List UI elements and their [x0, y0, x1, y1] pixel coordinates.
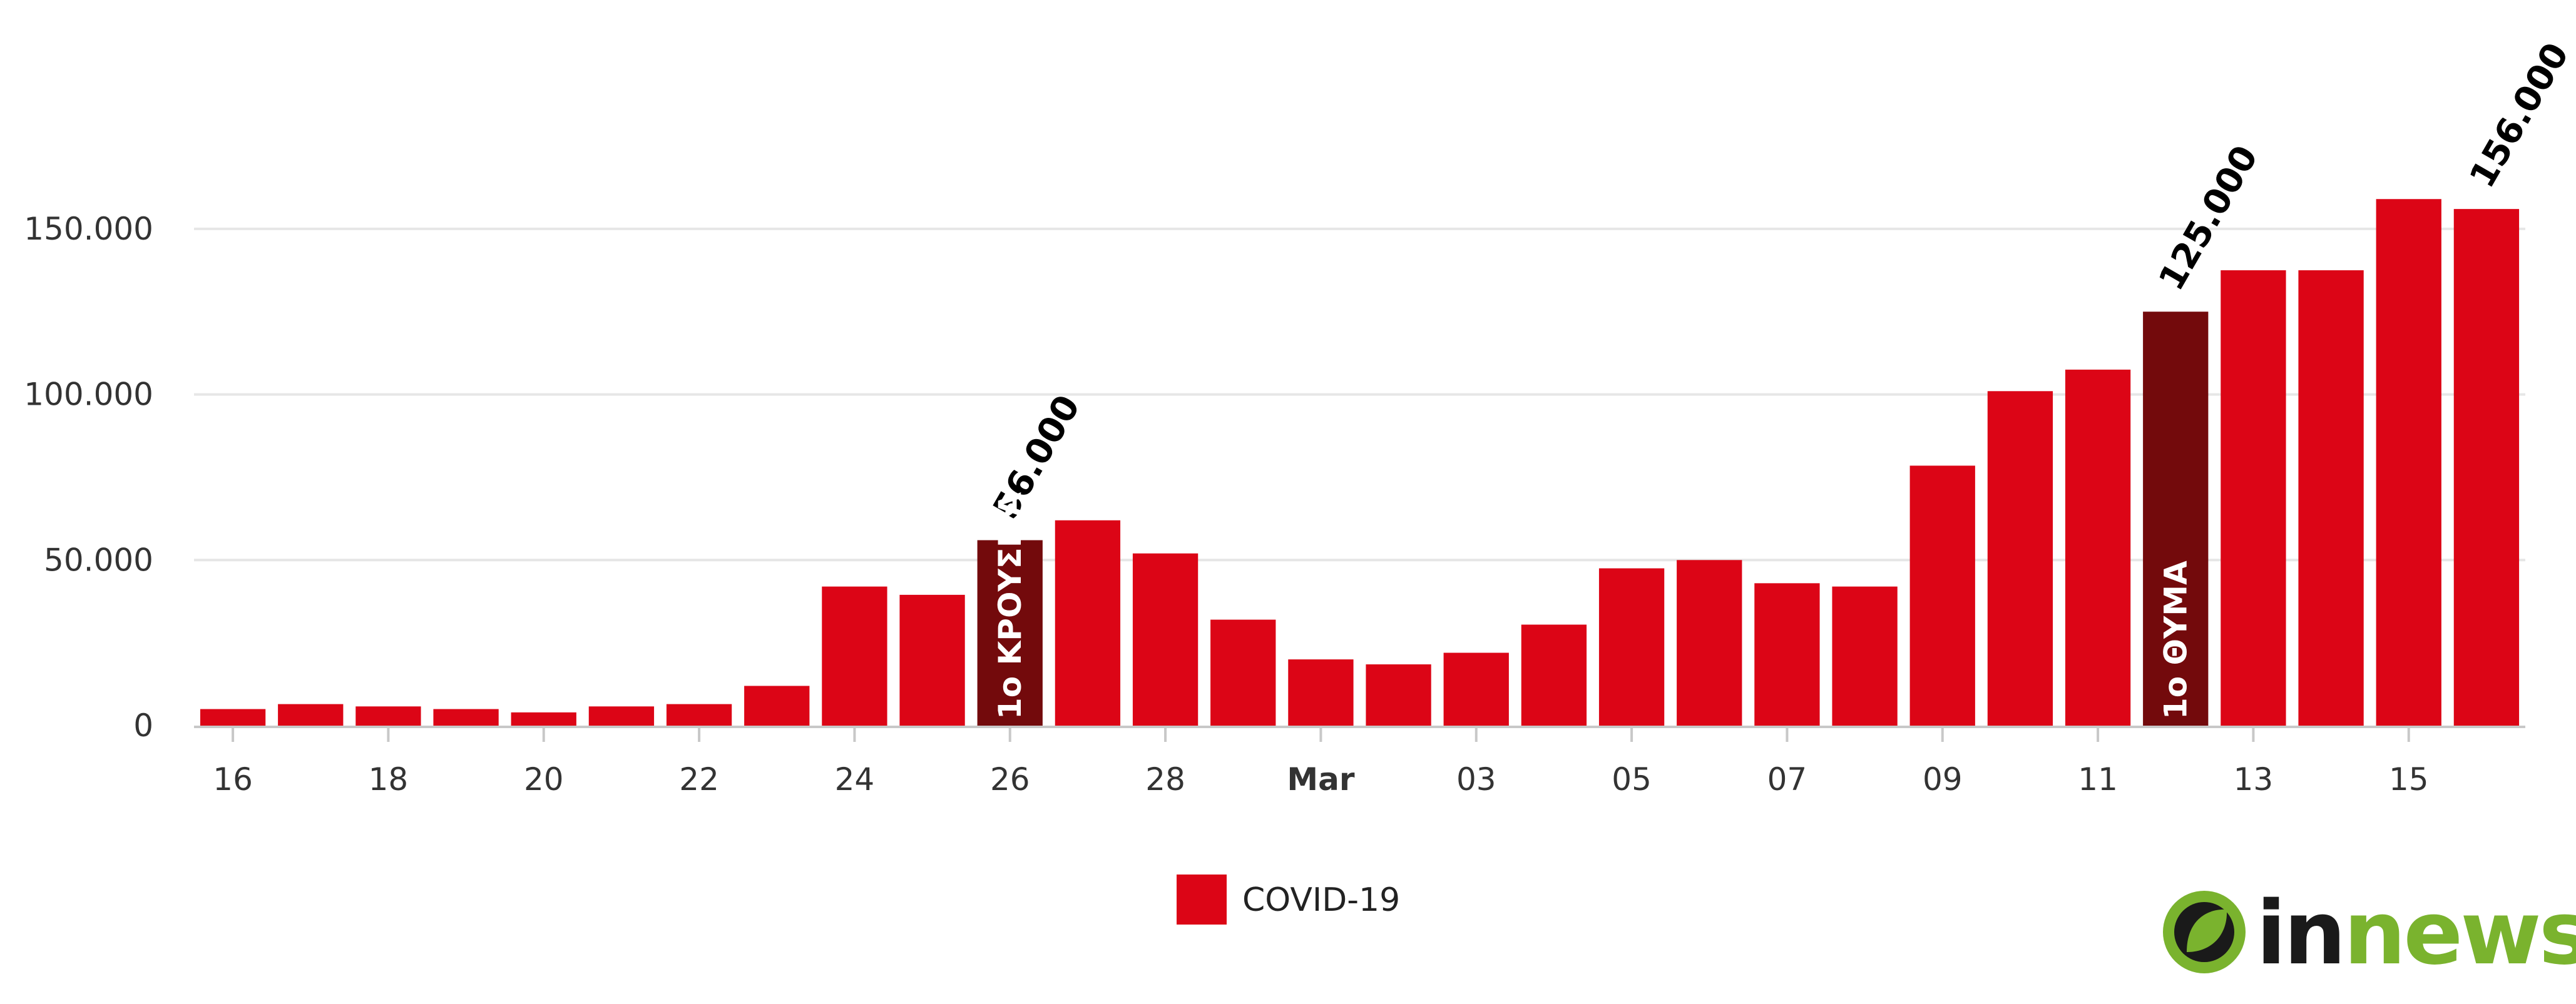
bar-20[interactable] — [511, 712, 576, 726]
bar-08[interactable] — [1832, 586, 1898, 726]
in-bar-label: 1ο ΚΡΟΥΣΜΑ — [992, 492, 1028, 719]
bar-11[interactable] — [2065, 369, 2131, 726]
bar-27[interactable] — [1055, 520, 1121, 726]
bar-09[interactable] — [1909, 465, 1975, 726]
x-tick-label: 24 — [835, 761, 875, 798]
bar-06[interactable] — [1677, 560, 1742, 726]
x-tick-label: 15 — [2389, 761, 2429, 798]
bar-21[interactable] — [588, 706, 655, 726]
bar-28[interactable] — [1132, 553, 1199, 726]
bar-17[interactable] — [278, 704, 344, 726]
bar-26[interactable] — [977, 540, 1043, 726]
x-tick-label: 28 — [1145, 761, 1185, 798]
bar-22[interactable] — [666, 704, 732, 726]
gridlines — [194, 227, 2525, 562]
x-tick-label: 05 — [1612, 761, 1652, 798]
x-tick-label: 16 — [213, 761, 253, 798]
x-tick-label: 07 — [1767, 761, 1807, 798]
x-tick-label: 26 — [990, 761, 1030, 798]
bar-02[interactable] — [1366, 664, 1431, 726]
bar-16[interactable] — [2453, 209, 2520, 726]
y-tick-label: 0 — [133, 707, 153, 744]
x-tick-label: 22 — [679, 761, 719, 798]
axes: 0 50.000 100.000 150.000 16 18 20 22 24 26 28 Mar 03… — [24, 211, 2525, 798]
legend[interactable]: COVID-19 — [1177, 875, 1400, 925]
bar-10[interactable] — [1987, 391, 2053, 726]
in-bar-label: 1ο ΘΥΜΑ — [2157, 560, 2194, 719]
bar-23[interactable] — [744, 686, 810, 726]
bar-12[interactable] — [2143, 312, 2209, 726]
x-tick-label: 13 — [2234, 761, 2274, 798]
innews-logo: innews — [2163, 883, 2576, 985]
leaf-icon — [2187, 909, 2227, 952]
logo-text-news: news — [2344, 883, 2576, 985]
x-tick-label: 18 — [369, 761, 409, 798]
logo-text: innews — [2256, 883, 2576, 985]
bar-16[interactable] — [200, 709, 266, 726]
bar-29[interactable] — [1210, 619, 1276, 726]
bar-14[interactable] — [2298, 270, 2364, 726]
bar-13[interactable] — [2221, 270, 2286, 726]
bar-04[interactable] — [1521, 624, 1587, 726]
bar-05[interactable] — [1598, 568, 1665, 726]
legend-swatch-covid-19 — [1177, 875, 1227, 925]
x-tick-label: Mar — [1287, 761, 1354, 798]
y-tick-label: 150.000 — [24, 211, 153, 247]
x-tick-label: 09 — [1923, 761, 1963, 798]
bar-19[interactable] — [433, 709, 499, 726]
bar-Mar[interactable] — [1288, 659, 1354, 726]
logo-text-in: in — [2256, 883, 2344, 985]
value-label-156.000: 156.000 — [2462, 36, 2576, 195]
bars — [200, 199, 2520, 726]
bar-18[interactable] — [355, 706, 421, 726]
bar-03[interactable] — [1443, 652, 1509, 726]
bar-24[interactable] — [822, 586, 887, 726]
bar-07[interactable] — [1754, 583, 1820, 726]
x-tick-label: 03 — [1456, 761, 1496, 798]
y-tick-label: 100.000 — [24, 377, 153, 413]
bar-25[interactable] — [899, 594, 965, 726]
x-tick-label: 11 — [2078, 761, 2118, 798]
y-tick-label: 50.000 — [44, 542, 153, 578]
legend-label-covid-19: COVID-19 — [1242, 881, 1400, 919]
bar-15[interactable] — [2376, 199, 2441, 726]
x-tick-label: 20 — [524, 761, 564, 798]
